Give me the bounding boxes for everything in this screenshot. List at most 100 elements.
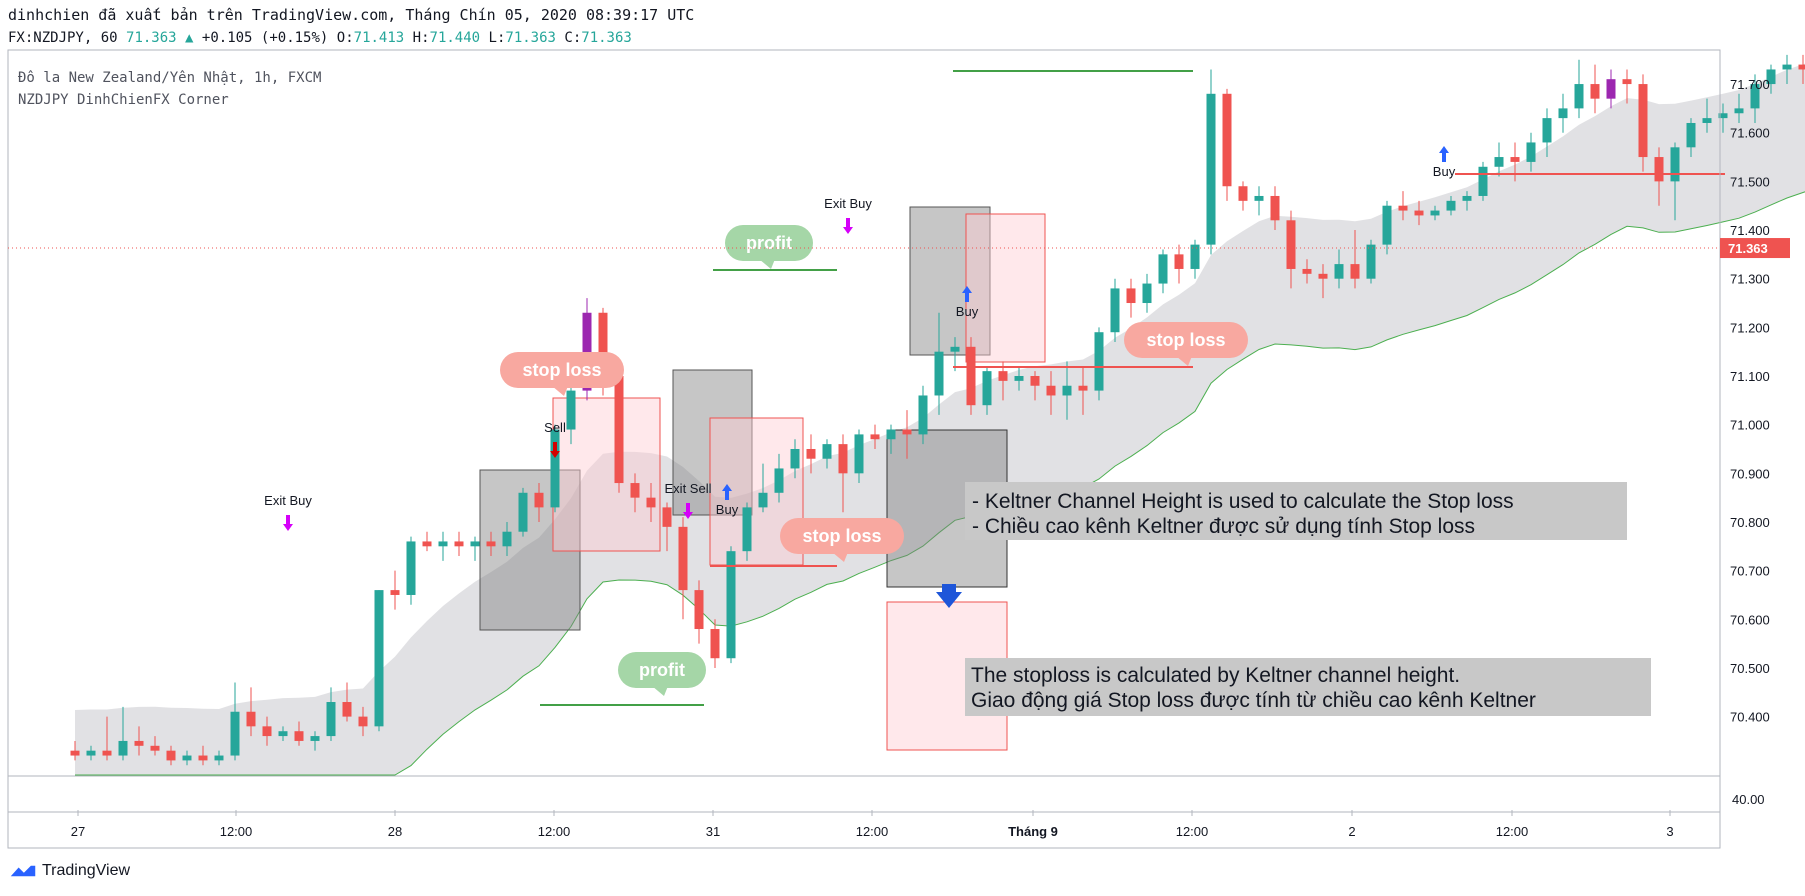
candle[interactable] bbox=[342, 682, 352, 722]
candle[interactable] bbox=[118, 706, 128, 761]
candle[interactable] bbox=[374, 590, 384, 732]
candle[interactable] bbox=[534, 483, 544, 522]
candle[interactable] bbox=[550, 424, 560, 513]
candle[interactable] bbox=[694, 580, 704, 644]
candle[interactable] bbox=[150, 736, 160, 756]
candle[interactable] bbox=[1750, 74, 1760, 123]
candle[interactable] bbox=[1158, 249, 1168, 294]
candle[interactable] bbox=[230, 682, 240, 761]
candle[interactable] bbox=[1654, 147, 1664, 206]
candle[interactable] bbox=[1574, 59, 1584, 119]
candlesticks[interactable] bbox=[70, 54, 1805, 766]
candle[interactable] bbox=[1670, 142, 1680, 221]
candle[interactable] bbox=[470, 536, 480, 561]
candle[interactable] bbox=[1366, 239, 1376, 284]
candle[interactable] bbox=[1302, 259, 1312, 284]
candle[interactable] bbox=[1542, 108, 1552, 158]
candle[interactable] bbox=[854, 429, 864, 484]
candle[interactable] bbox=[1478, 161, 1488, 201]
candle[interactable] bbox=[1110, 278, 1120, 342]
candle[interactable] bbox=[726, 546, 736, 664]
candle[interactable] bbox=[1318, 264, 1328, 299]
candle[interactable] bbox=[918, 385, 928, 445]
candle[interactable] bbox=[1734, 93, 1744, 123]
candle[interactable] bbox=[838, 434, 848, 513]
candle[interactable] bbox=[966, 337, 976, 415]
candle[interactable] bbox=[278, 726, 288, 741]
candle[interactable] bbox=[1430, 205, 1440, 221]
candle[interactable] bbox=[246, 687, 256, 737]
candle[interactable] bbox=[1190, 239, 1200, 279]
candle[interactable] bbox=[1238, 181, 1248, 211]
candle[interactable] bbox=[1782, 54, 1792, 85]
candle[interactable] bbox=[214, 750, 224, 766]
candle[interactable] bbox=[518, 487, 528, 537]
candle[interactable] bbox=[294, 721, 304, 746]
candle[interactable] bbox=[1142, 273, 1152, 313]
candle[interactable] bbox=[742, 502, 752, 561]
candle[interactable] bbox=[1030, 371, 1040, 401]
candle[interactable] bbox=[1254, 186, 1264, 216]
candle[interactable] bbox=[566, 385, 576, 445]
candle[interactable] bbox=[1062, 361, 1072, 420]
candle[interactable] bbox=[982, 366, 992, 415]
candle[interactable] bbox=[310, 731, 320, 751]
candle[interactable] bbox=[1398, 191, 1408, 221]
candle[interactable] bbox=[1686, 118, 1696, 158]
candle[interactable] bbox=[1126, 278, 1136, 318]
candle[interactable] bbox=[870, 424, 880, 449]
candle[interactable] bbox=[1718, 103, 1728, 133]
candle[interactable] bbox=[646, 483, 656, 522]
tradingview-logo[interactable]: TradingView bbox=[8, 862, 130, 880]
candle[interactable] bbox=[1622, 69, 1632, 104]
candle[interactable] bbox=[1446, 195, 1456, 216]
candle[interactable] bbox=[790, 439, 800, 479]
candle[interactable] bbox=[1046, 371, 1056, 415]
candle[interactable] bbox=[1286, 210, 1296, 289]
candle[interactable] bbox=[1078, 366, 1088, 415]
candle[interactable] bbox=[1206, 69, 1216, 255]
candle[interactable] bbox=[758, 463, 768, 513]
candle[interactable] bbox=[950, 337, 960, 372]
candle[interactable] bbox=[902, 410, 912, 459]
candle[interactable] bbox=[86, 745, 96, 761]
candle[interactable] bbox=[486, 531, 496, 557]
candle[interactable] bbox=[1414, 200, 1424, 226]
candle[interactable] bbox=[1350, 230, 1360, 289]
candle[interactable] bbox=[678, 517, 688, 620]
candle[interactable] bbox=[1382, 200, 1392, 255]
candle[interactable] bbox=[1014, 366, 1024, 391]
candle[interactable] bbox=[934, 312, 944, 415]
candle[interactable] bbox=[390, 570, 400, 610]
candle[interactable] bbox=[1798, 54, 1805, 85]
candle[interactable] bbox=[422, 531, 432, 552]
candle[interactable] bbox=[1174, 244, 1184, 284]
candle[interactable] bbox=[630, 473, 640, 513]
candle[interactable] bbox=[438, 531, 448, 561]
candle[interactable] bbox=[406, 536, 416, 605]
candle[interactable] bbox=[198, 745, 208, 766]
candle[interactable] bbox=[774, 453, 784, 503]
candle[interactable] bbox=[806, 434, 816, 474]
candle[interactable] bbox=[1526, 132, 1536, 172]
candle[interactable] bbox=[1094, 327, 1104, 401]
candle[interactable] bbox=[1558, 93, 1568, 133]
candle[interactable] bbox=[822, 439, 832, 469]
candle[interactable] bbox=[1222, 88, 1232, 201]
candle[interactable] bbox=[1462, 191, 1472, 211]
candle[interactable] bbox=[502, 521, 512, 557]
candle[interactable] bbox=[1638, 74, 1648, 172]
candle[interactable] bbox=[1334, 249, 1344, 289]
candle[interactable] bbox=[1766, 64, 1776, 94]
candle[interactable] bbox=[166, 745, 176, 766]
candle[interactable] bbox=[326, 687, 336, 741]
candle[interactable] bbox=[182, 750, 192, 766]
candle[interactable] bbox=[1590, 64, 1600, 114]
candle[interactable] bbox=[358, 706, 368, 737]
candle[interactable] bbox=[886, 424, 896, 454]
candle[interactable] bbox=[454, 531, 464, 557]
candle[interactable] bbox=[1606, 69, 1616, 109]
candle[interactable] bbox=[614, 371, 624, 493]
candle[interactable] bbox=[662, 502, 672, 552]
